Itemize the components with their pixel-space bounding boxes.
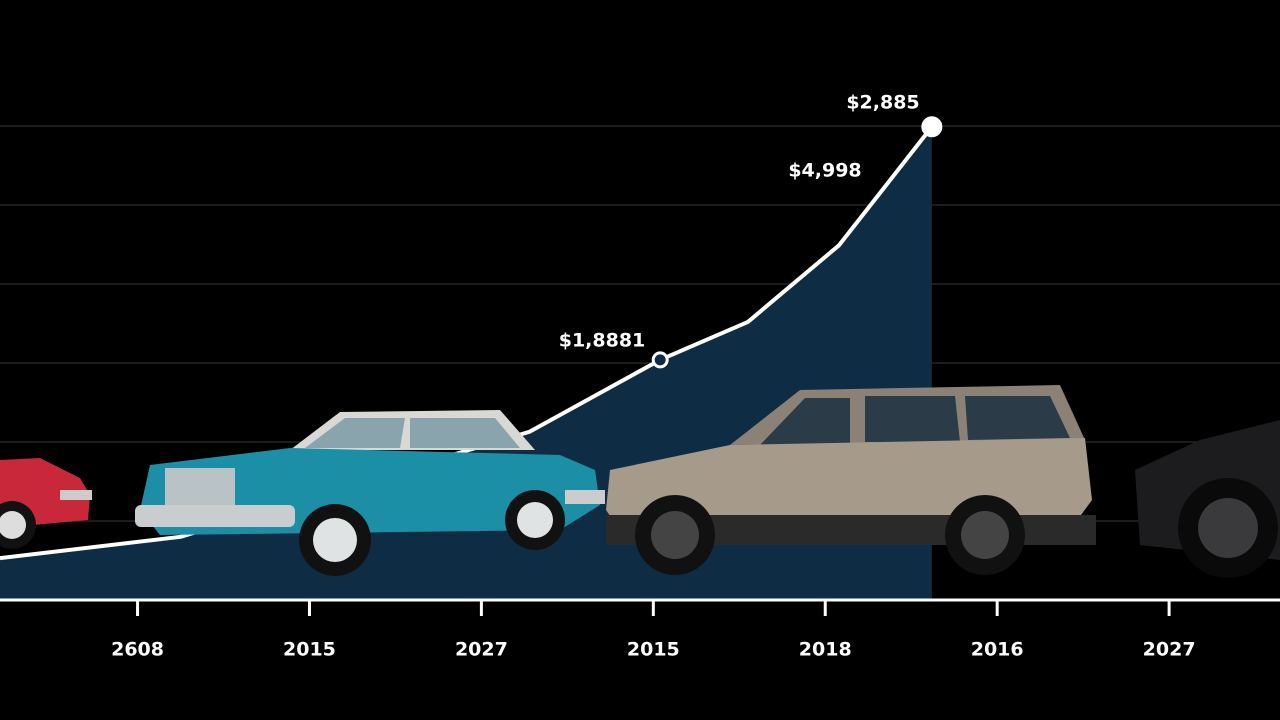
x-tick-label: 2027 <box>1143 639 1196 661</box>
beige-suv <box>606 385 1096 575</box>
point-marker <box>651 351 669 369</box>
annotation: $1,8881 <box>559 330 646 352</box>
x-axis: 2608 2015 2027 2015 2018 2016 2027 <box>0 598 1280 661</box>
x-tick-label: 2027 <box>455 639 508 661</box>
red-car <box>0 458 92 549</box>
x-tick-label: 2608 <box>111 639 164 661</box>
x-tick-label: 2016 <box>971 639 1024 661</box>
annotation: $4,998 <box>788 160 861 182</box>
black-car <box>1135 420 1280 578</box>
x-tick-label: 2015 <box>627 639 680 661</box>
x-tick-label: 2018 <box>799 639 852 661</box>
point-marker <box>921 116 943 138</box>
car-illustrations <box>0 385 1280 578</box>
teal-sedan <box>135 410 605 576</box>
annotation: $2,885 <box>846 92 919 114</box>
x-tick-label: 2015 <box>283 639 336 661</box>
